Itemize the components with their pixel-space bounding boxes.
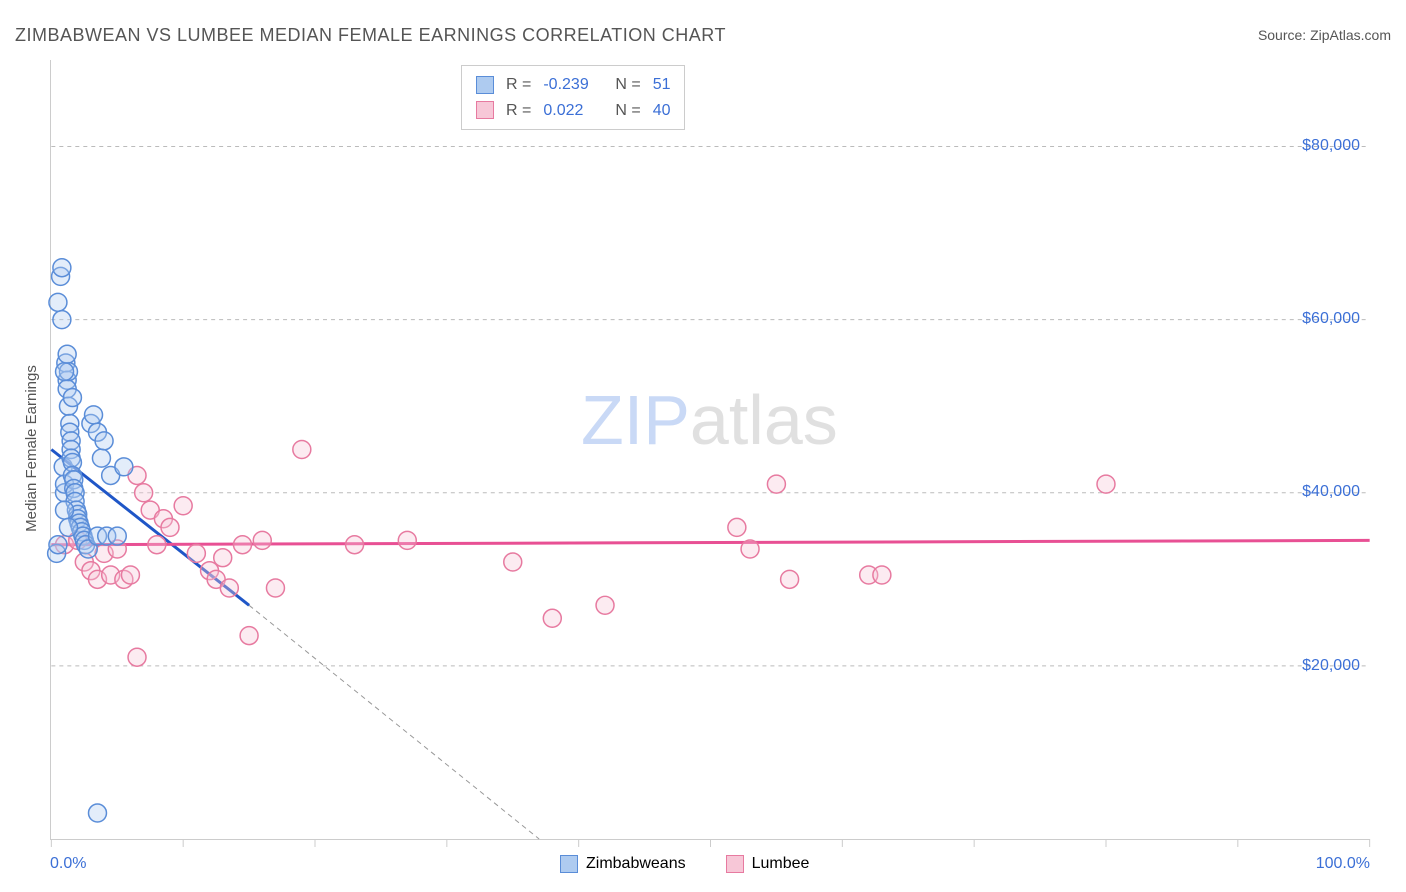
n-value-0: 51 bbox=[653, 72, 671, 98]
series-legend-label-0: Zimbabweans bbox=[586, 855, 686, 873]
n-label: N = bbox=[615, 72, 640, 98]
series-legend-label-1: Lumbee bbox=[752, 855, 810, 873]
x-tick-label-max: 100.0% bbox=[1316, 855, 1370, 873]
correlation-legend: R = -0.239 N = 51 R = 0.022 N = 40 bbox=[461, 65, 685, 130]
r-label: R = bbox=[506, 72, 531, 98]
legend-swatch-pink bbox=[476, 101, 494, 119]
legend-swatch-pink-2 bbox=[726, 855, 744, 873]
n-value-1: 40 bbox=[653, 98, 671, 124]
chart-title: ZIMBABWEAN VS LUMBEE MEDIAN FEMALE EARNI… bbox=[15, 25, 726, 46]
chart-svg bbox=[51, 60, 1370, 839]
y-tick-label: $20,000 bbox=[1302, 657, 1360, 675]
source-label: Source: ZipAtlas.com bbox=[1258, 27, 1391, 43]
series-legend-item-1: Lumbee bbox=[726, 855, 810, 873]
r-label: R = bbox=[506, 98, 531, 124]
correlation-legend-row-0: R = -0.239 N = 51 bbox=[476, 72, 670, 98]
y-tick-label: $60,000 bbox=[1302, 310, 1360, 328]
x-tick-label-min: 0.0% bbox=[50, 855, 86, 873]
y-tick-label: $40,000 bbox=[1302, 483, 1360, 501]
chart-container: ZIMBABWEAN VS LUMBEE MEDIAN FEMALE EARNI… bbox=[0, 0, 1406, 892]
series-legend-item-0: Zimbabweans bbox=[560, 855, 686, 873]
chart-header: ZIMBABWEAN VS LUMBEE MEDIAN FEMALE EARNI… bbox=[15, 20, 1391, 50]
series-legend: Zimbabweans Lumbee bbox=[560, 855, 809, 873]
correlation-legend-row-1: R = 0.022 N = 40 bbox=[476, 98, 670, 124]
y-tick-label: $80,000 bbox=[1302, 137, 1360, 155]
legend-swatch-blue-2 bbox=[560, 855, 578, 873]
legend-swatch-blue bbox=[476, 76, 494, 94]
plot-area: ZIPatlas R = -0.239 N = 51 R = 0.022 N =… bbox=[50, 60, 1370, 840]
y-axis-label: Median Female Earnings bbox=[23, 365, 40, 532]
r-value-0: -0.239 bbox=[543, 72, 603, 98]
n-label: N = bbox=[615, 98, 640, 124]
r-value-1: 0.022 bbox=[543, 98, 603, 124]
